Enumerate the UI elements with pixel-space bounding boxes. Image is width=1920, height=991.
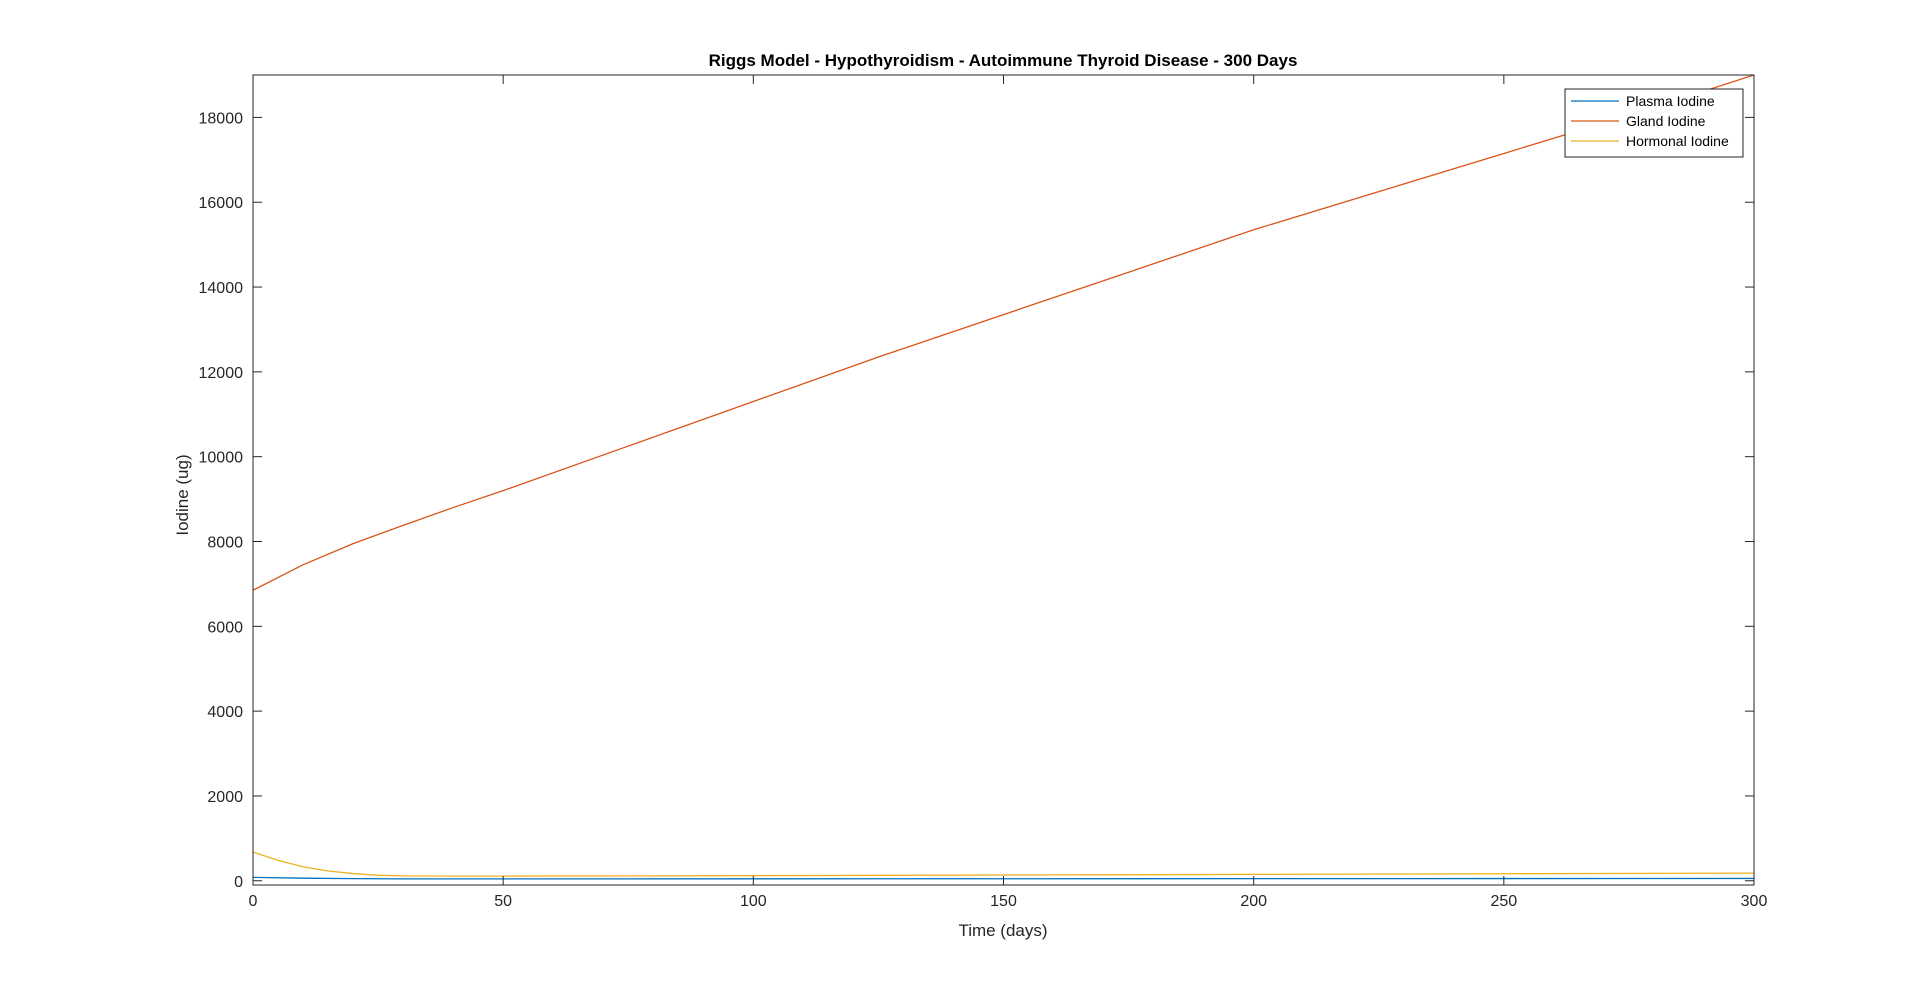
legend-label: Plasma Iodine (1626, 93, 1715, 109)
series-line-plasma-iodine (253, 876, 1754, 880)
chart-title: Riggs Model - Hypothyroidism - Autoimmun… (709, 51, 1298, 70)
x-tick-labels: 0 50 100 150 200 250 300 (249, 893, 1768, 910)
axes (253, 75, 1754, 885)
series-line-gland-iodine (253, 75, 1754, 591)
y-tick-labels: 0 2000 4000 6000 8000 10000 12000 14000 16000 180… (199, 110, 244, 890)
y-tick-label: 2000 (207, 789, 243, 806)
plot-area (253, 75, 1754, 885)
y-tick-label: 6000 (207, 619, 243, 636)
legend-box (1564, 88, 1744, 158)
axes-frame (252, 74, 1755, 886)
legend-label: Gland Iodine (1626, 113, 1706, 129)
tick-marks (252, 75, 1755, 885)
series-lines (253, 75, 1754, 880)
y-tick-label: 14000 (199, 280, 244, 297)
y-tick-label: 10000 (199, 450, 244, 467)
x-tick-label: 100 (740, 893, 767, 910)
y-tick-label: 0 (234, 874, 243, 891)
series-line-hormonal-iodine (253, 851, 1754, 877)
x-tick-label: 300 (1741, 893, 1768, 910)
x-tick-label: 150 (990, 893, 1017, 910)
x-axis-label: Time (days) (958, 921, 1047, 940)
x-tick-label: 200 (1240, 893, 1267, 910)
y-tick-label: 4000 (207, 704, 243, 721)
y-tick-label: 16000 (199, 195, 244, 212)
x-tick-label: 50 (494, 893, 512, 910)
y-tick-label: 18000 (199, 110, 244, 127)
y-tick-label: 12000 (199, 365, 244, 382)
y-tick-label: 8000 (207, 534, 243, 551)
legend-label: Hormonal Iodine (1626, 133, 1729, 149)
y-axis-label: Iodine (ug) (173, 454, 192, 535)
legend: Plasma Iodine Gland Iodine Hormonal Iodine (1564, 88, 1744, 158)
x-tick-label: 250 (1490, 893, 1517, 910)
x-tick-label: 0 (249, 893, 258, 910)
